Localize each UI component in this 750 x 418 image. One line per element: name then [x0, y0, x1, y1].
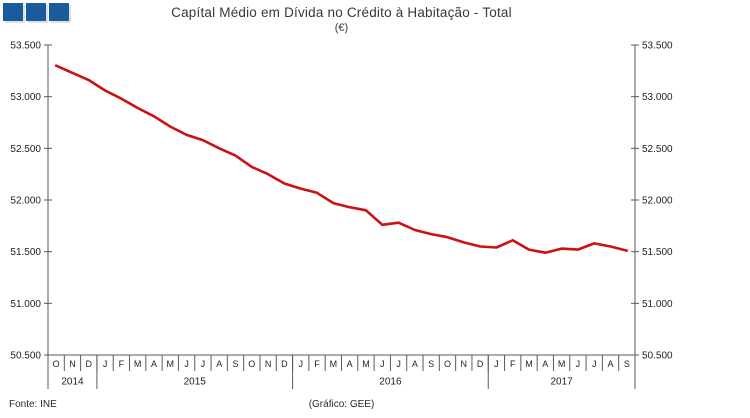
- x-axis-month-label: A: [151, 359, 157, 369]
- credit-label: (Gráfico: GEE): [308, 399, 375, 410]
- chart-subtitle: (€): [334, 22, 349, 34]
- x-axis-month-label: J: [380, 359, 385, 369]
- x-axis-month-label: J: [184, 359, 189, 369]
- y-tick-label-left: 51.000: [10, 299, 41, 310]
- x-axis-year-label: 2017: [551, 377, 574, 388]
- x-axis-month-label: N: [461, 359, 468, 369]
- logo-square-icon: [3, 3, 23, 21]
- x-axis-month-label: D: [86, 359, 93, 369]
- x-axis-month-label: N: [265, 359, 272, 369]
- y-tick-label-right: 50.500: [642, 351, 673, 362]
- x-axis-month-label: S: [233, 359, 239, 369]
- y-tick-label-left: 51.500: [10, 247, 41, 258]
- y-tick-label-left: 50.500: [10, 351, 41, 362]
- x-axis-month-label: M: [330, 359, 338, 369]
- x-axis-month-label: S: [624, 359, 630, 369]
- y-tick-label-left: 53.500: [10, 41, 41, 52]
- x-axis-month-label: O: [248, 359, 255, 369]
- x-axis-month-label: M: [362, 359, 370, 369]
- data-line: [54, 64, 629, 254]
- x-axis-month-label: F: [119, 359, 125, 369]
- y-tick-label-right: 53.500: [642, 41, 673, 52]
- x-axis-month-label: S: [428, 359, 434, 369]
- x-axis-month-label: M: [167, 359, 175, 369]
- y-tick-label-left: 52.000: [10, 196, 41, 207]
- x-axis-month-label: F: [510, 359, 516, 369]
- x-axis-month-label: A: [608, 359, 614, 369]
- x-axis-month-label: D: [281, 359, 288, 369]
- logo-square-icon: [49, 3, 69, 21]
- x-axis-month-label: J: [201, 359, 206, 369]
- x-axis-month-label: M: [558, 359, 566, 369]
- x-axis-year-label: 2016: [379, 377, 402, 388]
- x-axis-month-label: A: [216, 359, 222, 369]
- x-axis-month-label: M: [134, 359, 142, 369]
- logo-square-icon: [26, 3, 46, 21]
- x-axis-month-label: J: [494, 359, 499, 369]
- x-axis-month-label: J: [592, 359, 597, 369]
- x-axis-month-label: J: [396, 359, 401, 369]
- logo-squares: [3, 3, 69, 21]
- x-axis-month-label: M: [525, 359, 533, 369]
- x-axis-month-label: O: [53, 359, 60, 369]
- y-tick-label-left: 52.500: [10, 144, 41, 155]
- x-axis-month-label: J: [298, 359, 303, 369]
- y-tick-label-right: 51.000: [642, 299, 673, 310]
- x-axis-month-label: D: [477, 359, 484, 369]
- x-axis-month-label: O: [444, 359, 451, 369]
- x-axis-month-label: A: [412, 359, 418, 369]
- x-axis-month-label: A: [542, 359, 548, 369]
- y-tick-label-right: 52.500: [642, 144, 673, 155]
- x-axis-month-label: J: [576, 359, 581, 369]
- x-axis-month-label: J: [103, 359, 108, 369]
- y-tick-label-right: 52.000: [642, 196, 673, 207]
- y-tick-label-left: 53.000: [10, 92, 41, 103]
- x-axis-year-label: 2014: [61, 377, 84, 388]
- x-axis-month-label: A: [347, 359, 353, 369]
- y-tick-label-right: 51.500: [642, 247, 673, 258]
- x-axis-year-label: 2015: [184, 377, 207, 388]
- source-label: Fonte: INE: [9, 399, 57, 410]
- x-axis-month-label: F: [314, 359, 320, 369]
- chart-title: Capítal Médio em Dívida no Crédito à Hab…: [171, 5, 512, 20]
- x-axis-month-label: N: [69, 359, 76, 369]
- y-tick-label-right: 53.000: [642, 92, 673, 103]
